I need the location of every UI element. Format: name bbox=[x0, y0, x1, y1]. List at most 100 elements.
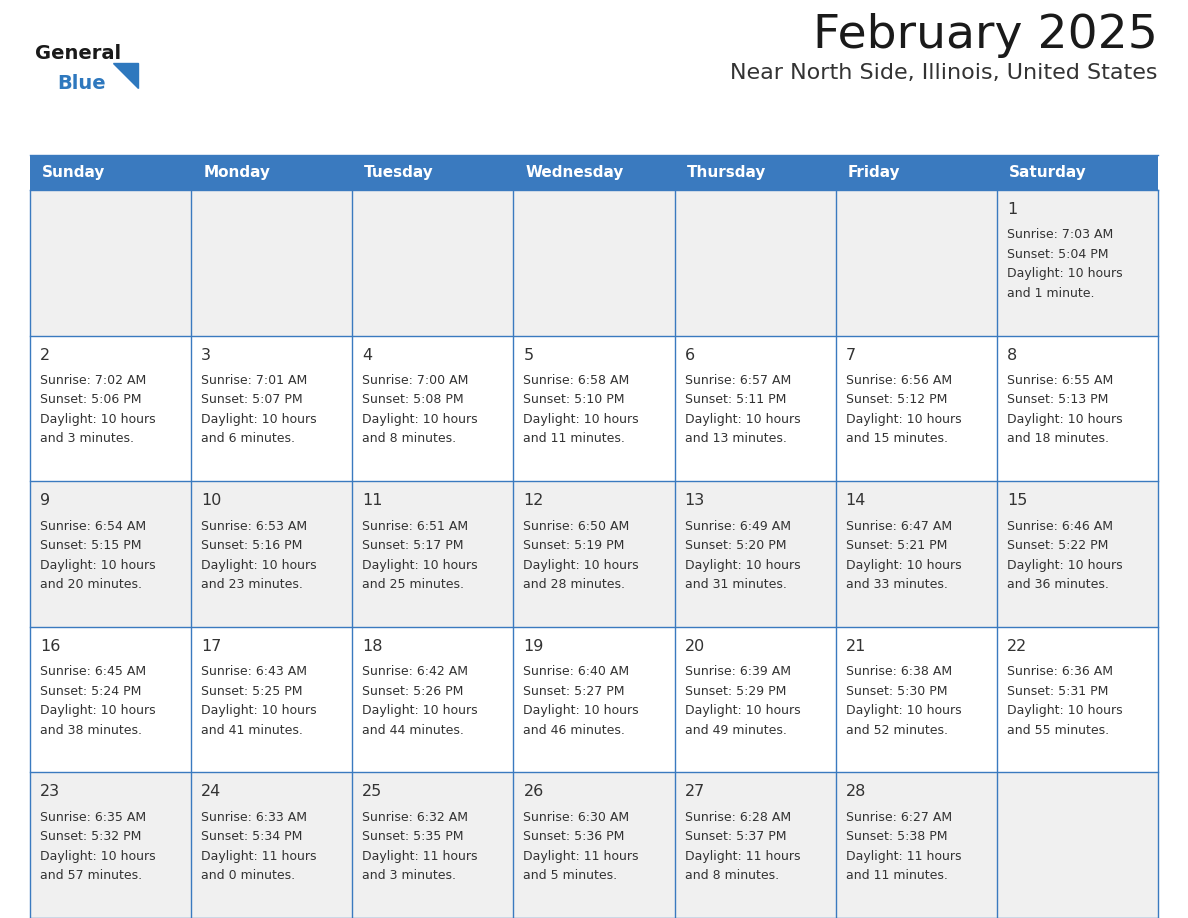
Text: Sunrise: 6:53 AM: Sunrise: 6:53 AM bbox=[201, 520, 308, 532]
Text: 1: 1 bbox=[1007, 202, 1017, 217]
Bar bbox=[513, 336, 675, 481]
Text: Sunset: 5:35 PM: Sunset: 5:35 PM bbox=[362, 830, 463, 844]
Text: 18: 18 bbox=[362, 639, 383, 654]
Bar bbox=[191, 336, 353, 481]
Text: and 6 minutes.: and 6 minutes. bbox=[201, 432, 295, 445]
Text: Blue: Blue bbox=[57, 74, 106, 93]
Text: Sunrise: 6:38 AM: Sunrise: 6:38 AM bbox=[846, 666, 952, 678]
Text: and 20 minutes.: and 20 minutes. bbox=[40, 578, 143, 591]
Text: Sunrise: 6:33 AM: Sunrise: 6:33 AM bbox=[201, 811, 308, 823]
Text: Sunrise: 6:42 AM: Sunrise: 6:42 AM bbox=[362, 666, 468, 678]
Text: Sunrise: 6:30 AM: Sunrise: 6:30 AM bbox=[524, 811, 630, 823]
Bar bbox=[675, 190, 835, 336]
Bar bbox=[675, 772, 835, 918]
Text: and 49 minutes.: and 49 minutes. bbox=[684, 723, 786, 736]
Text: Sunset: 5:13 PM: Sunset: 5:13 PM bbox=[1007, 394, 1108, 407]
Bar bbox=[675, 481, 835, 627]
Text: and 18 minutes.: and 18 minutes. bbox=[1007, 432, 1108, 445]
Text: 4: 4 bbox=[362, 348, 372, 363]
Bar bbox=[353, 190, 513, 336]
Text: Sunrise: 6:55 AM: Sunrise: 6:55 AM bbox=[1007, 374, 1113, 386]
Text: Sunrise: 6:49 AM: Sunrise: 6:49 AM bbox=[684, 520, 790, 532]
Text: Daylight: 10 hours: Daylight: 10 hours bbox=[362, 413, 478, 426]
Text: Sunrise: 6:39 AM: Sunrise: 6:39 AM bbox=[684, 666, 790, 678]
Text: Daylight: 10 hours: Daylight: 10 hours bbox=[524, 558, 639, 572]
Text: Daylight: 10 hours: Daylight: 10 hours bbox=[846, 413, 961, 426]
Bar bbox=[191, 190, 353, 336]
Bar bbox=[675, 627, 835, 772]
Text: and 8 minutes.: and 8 minutes. bbox=[362, 432, 456, 445]
Text: 7: 7 bbox=[846, 348, 855, 363]
Text: 8: 8 bbox=[1007, 348, 1017, 363]
Text: Sunset: 5:17 PM: Sunset: 5:17 PM bbox=[362, 539, 463, 552]
Text: Sunset: 5:37 PM: Sunset: 5:37 PM bbox=[684, 830, 786, 844]
Text: 27: 27 bbox=[684, 784, 704, 800]
Text: and 55 minutes.: and 55 minutes. bbox=[1007, 723, 1108, 736]
Text: 2: 2 bbox=[40, 348, 50, 363]
Text: and 36 minutes.: and 36 minutes. bbox=[1007, 578, 1108, 591]
Text: Sunset: 5:30 PM: Sunset: 5:30 PM bbox=[846, 685, 947, 698]
Bar bbox=[513, 190, 675, 336]
Bar bbox=[835, 627, 997, 772]
Text: Sunrise: 6:57 AM: Sunrise: 6:57 AM bbox=[684, 374, 791, 386]
Text: 16: 16 bbox=[40, 639, 61, 654]
Bar bbox=[30, 336, 191, 481]
Text: and 1 minute.: and 1 minute. bbox=[1007, 286, 1094, 300]
Text: and 13 minutes.: and 13 minutes. bbox=[684, 432, 786, 445]
Text: 10: 10 bbox=[201, 493, 221, 509]
Text: Sunset: 5:06 PM: Sunset: 5:06 PM bbox=[40, 394, 141, 407]
Text: and 8 minutes.: and 8 minutes. bbox=[684, 869, 778, 882]
Text: Sunrise: 6:54 AM: Sunrise: 6:54 AM bbox=[40, 520, 146, 532]
Text: Sunrise: 6:46 AM: Sunrise: 6:46 AM bbox=[1007, 520, 1113, 532]
Bar bbox=[997, 772, 1158, 918]
Text: Sunset: 5:36 PM: Sunset: 5:36 PM bbox=[524, 830, 625, 844]
Text: 14: 14 bbox=[846, 493, 866, 509]
Text: Daylight: 10 hours: Daylight: 10 hours bbox=[1007, 558, 1123, 572]
Text: Wednesday: Wednesday bbox=[525, 165, 624, 180]
Bar bbox=[513, 481, 675, 627]
Polygon shape bbox=[113, 63, 138, 88]
Text: 11: 11 bbox=[362, 493, 383, 509]
Text: and 38 minutes.: and 38 minutes. bbox=[40, 723, 143, 736]
Text: Sunset: 5:15 PM: Sunset: 5:15 PM bbox=[40, 539, 141, 552]
Text: Tuesday: Tuesday bbox=[365, 165, 434, 180]
Text: Friday: Friday bbox=[848, 165, 901, 180]
Text: 19: 19 bbox=[524, 639, 544, 654]
Text: Daylight: 11 hours: Daylight: 11 hours bbox=[524, 850, 639, 863]
Text: Sunrise: 6:32 AM: Sunrise: 6:32 AM bbox=[362, 811, 468, 823]
Text: Daylight: 10 hours: Daylight: 10 hours bbox=[40, 413, 156, 426]
Text: 6: 6 bbox=[684, 348, 695, 363]
Text: and 15 minutes.: and 15 minutes. bbox=[846, 432, 948, 445]
Text: 17: 17 bbox=[201, 639, 221, 654]
Text: and 5 minutes.: and 5 minutes. bbox=[524, 869, 618, 882]
Text: Sunset: 5:21 PM: Sunset: 5:21 PM bbox=[846, 539, 947, 552]
Text: Sunset: 5:12 PM: Sunset: 5:12 PM bbox=[846, 394, 947, 407]
Text: Daylight: 10 hours: Daylight: 10 hours bbox=[1007, 413, 1123, 426]
Bar bbox=[30, 190, 191, 336]
Text: Sunrise: 6:51 AM: Sunrise: 6:51 AM bbox=[362, 520, 468, 532]
Text: and 23 minutes.: and 23 minutes. bbox=[201, 578, 303, 591]
Text: Sunrise: 6:50 AM: Sunrise: 6:50 AM bbox=[524, 520, 630, 532]
Bar bbox=[513, 627, 675, 772]
Text: Sunrise: 6:40 AM: Sunrise: 6:40 AM bbox=[524, 666, 630, 678]
Text: Saturday: Saturday bbox=[1009, 165, 1087, 180]
Bar bbox=[997, 481, 1158, 627]
Text: Sunset: 5:29 PM: Sunset: 5:29 PM bbox=[684, 685, 786, 698]
Text: Sunset: 5:22 PM: Sunset: 5:22 PM bbox=[1007, 539, 1108, 552]
Text: Daylight: 11 hours: Daylight: 11 hours bbox=[201, 850, 317, 863]
Text: Sunrise: 7:00 AM: Sunrise: 7:00 AM bbox=[362, 374, 468, 386]
Bar bbox=[353, 336, 513, 481]
Text: Sunset: 5:07 PM: Sunset: 5:07 PM bbox=[201, 394, 303, 407]
Text: and 52 minutes.: and 52 minutes. bbox=[846, 723, 948, 736]
Text: Sunrise: 6:28 AM: Sunrise: 6:28 AM bbox=[684, 811, 791, 823]
Text: Sunrise: 6:27 AM: Sunrise: 6:27 AM bbox=[846, 811, 952, 823]
Bar bbox=[997, 336, 1158, 481]
Text: Sunset: 5:27 PM: Sunset: 5:27 PM bbox=[524, 685, 625, 698]
Text: Daylight: 10 hours: Daylight: 10 hours bbox=[201, 558, 317, 572]
Text: and 28 minutes.: and 28 minutes. bbox=[524, 578, 625, 591]
Text: and 44 minutes.: and 44 minutes. bbox=[362, 723, 465, 736]
Text: Daylight: 10 hours: Daylight: 10 hours bbox=[201, 704, 317, 717]
Text: Sunrise: 6:58 AM: Sunrise: 6:58 AM bbox=[524, 374, 630, 386]
Text: General: General bbox=[34, 44, 121, 63]
Text: 21: 21 bbox=[846, 639, 866, 654]
